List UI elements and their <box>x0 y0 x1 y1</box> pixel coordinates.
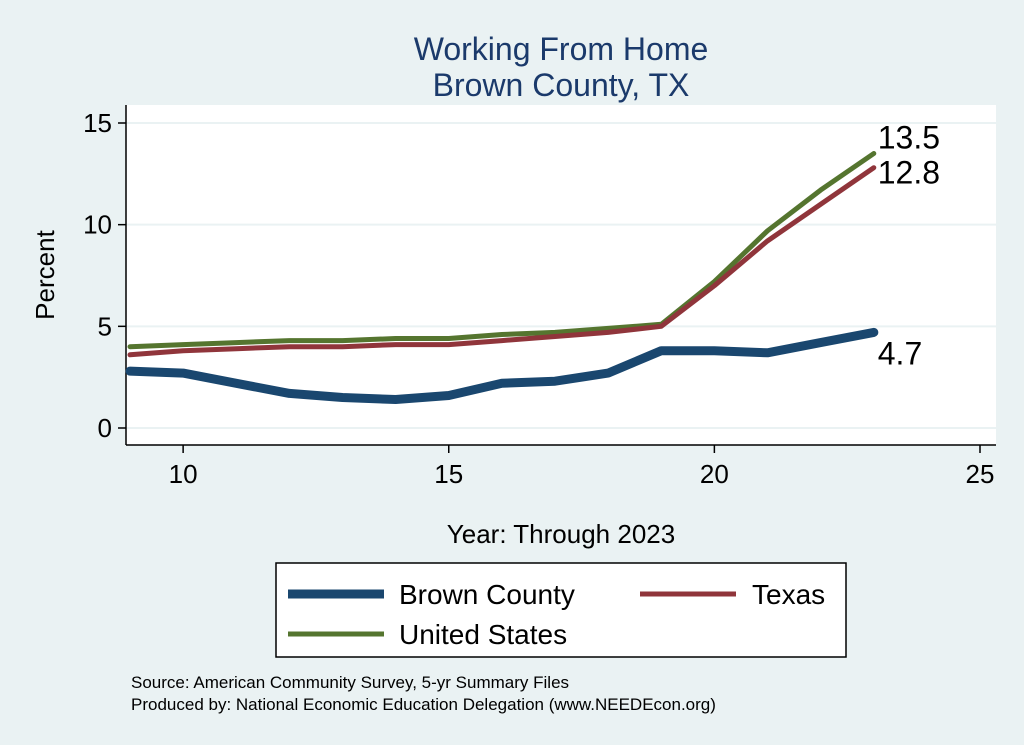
series-layer <box>125 151 879 404</box>
y-axis-title: Percent <box>30 229 60 319</box>
x-tick-label: 10 <box>169 459 198 489</box>
x-tick-label: 25 <box>966 459 995 489</box>
y-tick-label: 0 <box>98 413 112 443</box>
y-tick-label: 10 <box>83 210 112 240</box>
x-axis-title: Year: Through 2023 <box>447 519 675 549</box>
legend-label-united-states: United States <box>399 619 567 650</box>
end-label-brown-county: 4.7 <box>878 335 922 371</box>
end-label-texas: 12.8 <box>878 155 940 191</box>
legend-label-texas: Texas <box>752 579 825 610</box>
gridlines <box>126 122 996 429</box>
x-axis-ticks: 10 15 20 25 <box>169 445 995 489</box>
chart-title: Working From Home <box>414 31 709 67</box>
series-line-brown-county <box>125 327 879 404</box>
series-line-united-states <box>127 151 877 350</box>
y-axis-ticks: 0 5 10 15 <box>83 108 126 443</box>
y-tick-label: 15 <box>83 108 112 138</box>
legend-label-brown-county: Brown County <box>399 579 575 610</box>
end-labels: 4.7 12.813.5 <box>878 120 940 372</box>
y-tick-label: 5 <box>98 311 112 341</box>
chart-subtitle: Brown County, TX <box>433 67 690 103</box>
end-label-united-states: 13.5 <box>878 120 940 156</box>
legend: Brown County Texas United States <box>288 579 825 650</box>
legend-box <box>275 562 847 658</box>
series-line-texas <box>127 165 877 358</box>
producer-note: Produced by: National Economic Education… <box>131 695 716 714</box>
source-note: Source: American Community Survey, 5-yr … <box>131 673 569 692</box>
x-tick-label: 20 <box>700 459 729 489</box>
x-tick-label: 15 <box>434 459 463 489</box>
plot-area <box>126 105 996 445</box>
